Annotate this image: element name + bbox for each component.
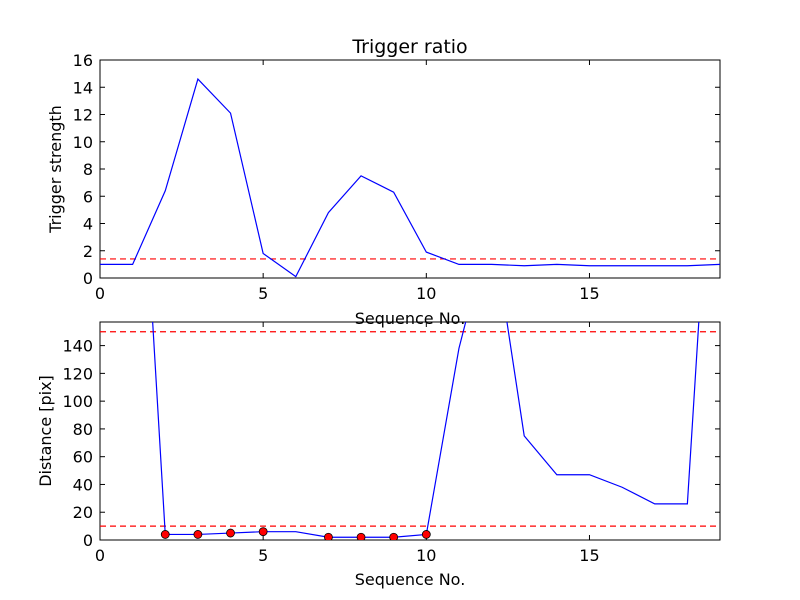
y-tick-label: 140 — [62, 337, 93, 356]
data-point — [389, 532, 399, 540]
y-tick-label: 8 — [83, 160, 93, 179]
plot-frame — [99, 59, 721, 279]
y-tick-label: 0 — [83, 269, 93, 288]
x-tick-label: 10 — [416, 284, 436, 303]
chart-title: Trigger ratio — [351, 36, 467, 58]
x-tick-label: 0 — [95, 284, 105, 303]
y-tick-label: 40 — [73, 475, 93, 494]
x-tick-label: 10 — [416, 546, 436, 565]
x-tick-label: 15 — [579, 546, 599, 565]
plot-area — [100, 77, 720, 278]
plot-area — [100, 322, 720, 540]
y-tick-label: 4 — [83, 215, 93, 234]
y-tick-label: 10 — [73, 133, 93, 152]
y-tick-label: 0 — [83, 531, 93, 550]
x-axis-label: Sequence No. — [355, 309, 466, 328]
x-tick-label: 0 — [95, 546, 105, 565]
data-point — [356, 532, 366, 540]
y-tick-label: 100 — [62, 392, 93, 411]
tick-group: 0 5 10 15 0 2 4 6 8 10 12 14 16 — [73, 51, 720, 303]
data-point — [421, 530, 431, 539]
series-line — [152, 322, 700, 538]
x-tick-label: 15 — [579, 284, 599, 303]
y-axis-label: Distance [pix] — [36, 375, 55, 487]
series-line — [100, 77, 720, 278]
x-tick-label: 5 — [258, 546, 268, 565]
y-tick-label: 2 — [83, 242, 93, 261]
y-tick-label: 60 — [73, 448, 93, 467]
data-point — [324, 532, 333, 540]
y-axis-label: Trigger strength — [46, 105, 65, 234]
trigger-ratio-axes: 0 5 10 15 0 2 4 6 8 10 12 14 16 Trigger ratio Sequen… — [46, 36, 721, 328]
data-point — [258, 527, 268, 537]
y-tick-label: 6 — [83, 187, 93, 206]
y-tick-label: 80 — [73, 420, 93, 439]
y-tick-label: 14 — [73, 78, 93, 97]
y-tick-label: 12 — [73, 106, 93, 125]
x-axis-label: Sequence No. — [355, 570, 466, 589]
distance-axes: 0 5 10 15 0 20 40 60 80 100 120 140 Sequence No. Di… — [36, 321, 721, 589]
data-point — [193, 530, 203, 539]
y-tick-label: 120 — [62, 364, 93, 383]
tick-group: 0 5 10 15 0 20 40 60 80 100 120 140 — [62, 322, 720, 565]
y-tick-label: 16 — [73, 51, 93, 70]
plot-frame — [99, 321, 721, 541]
data-point — [226, 528, 235, 538]
x-tick-label: 5 — [258, 284, 268, 303]
data-point — [160, 530, 170, 539]
y-tick-label: 20 — [73, 503, 93, 522]
